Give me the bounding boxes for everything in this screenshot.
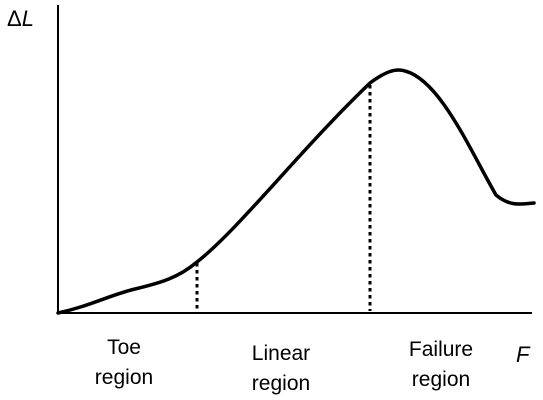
y-axis-label: ΔL <box>7 6 34 31</box>
region-label-line: region <box>252 372 310 395</box>
failure-region-label: Failure region <box>409 338 473 391</box>
region-label-line: Linear <box>252 342 310 365</box>
toe-region-label: Toe region <box>95 336 153 389</box>
region-label-line: Toe <box>107 336 141 359</box>
linear-region-label: Linear region <box>252 342 310 395</box>
load-elongation-curve <box>56 68 536 315</box>
region-label-line: region <box>412 368 470 391</box>
region-label-line: Failure <box>409 338 473 361</box>
region-label-line: region <box>95 366 153 389</box>
x-axis-label: F <box>516 342 531 367</box>
